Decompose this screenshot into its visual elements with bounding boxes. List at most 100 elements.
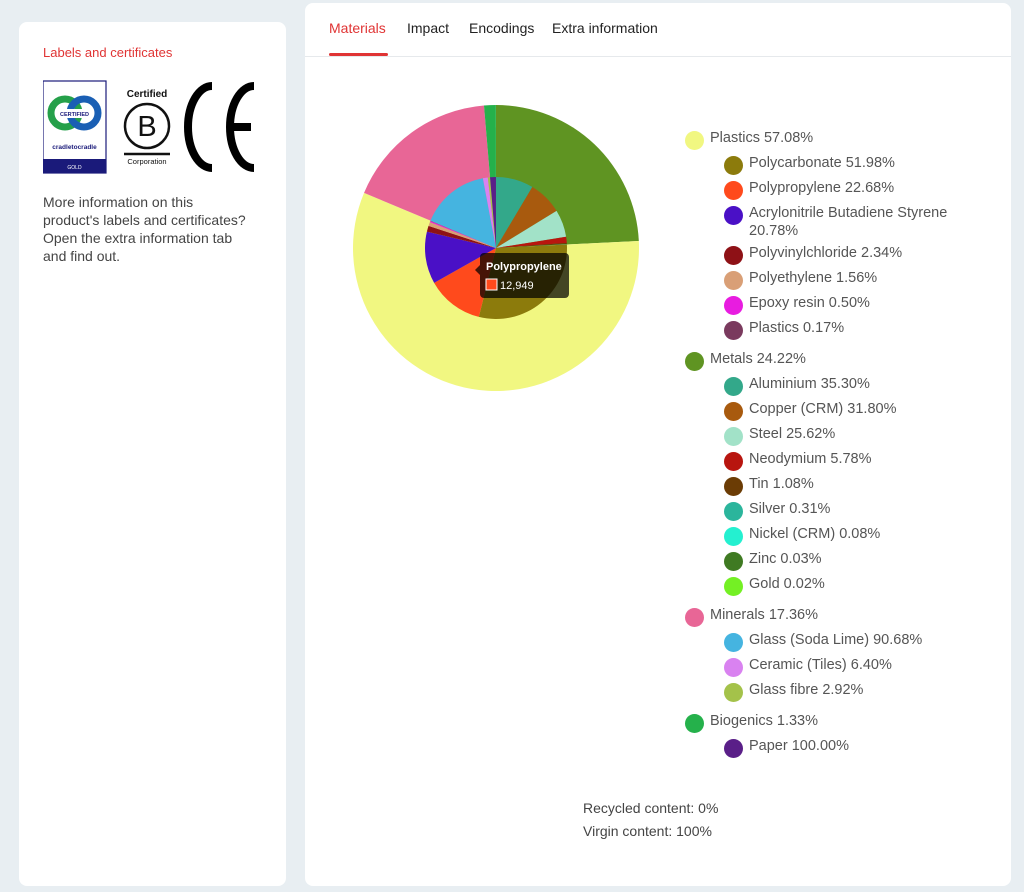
legend-item[interactable]: Silver 0.31% bbox=[724, 500, 995, 521]
chart-tooltip: Polypropylene 12,949 bbox=[475, 253, 569, 298]
virgin-content: Virgin content: 100% bbox=[583, 823, 712, 839]
legend-label: Epoxy resin 0.50% bbox=[749, 295, 870, 311]
legend-color-dot bbox=[724, 427, 743, 446]
legend-item[interactable]: Polyvinylchloride 2.34% bbox=[724, 244, 995, 265]
inner-slice-steel[interactable] bbox=[496, 210, 567, 248]
legend-label: Nickel (CRM) 0.08% bbox=[749, 526, 881, 542]
inner-slice-polyvinylchloride[interactable] bbox=[426, 225, 496, 248]
cradle-certified-text: CERTIFIED bbox=[60, 112, 89, 118]
legend-item[interactable]: Tin 1.08% bbox=[724, 475, 995, 496]
legend-color-dot bbox=[724, 377, 743, 396]
legend-item[interactable]: Plastics 0.17% bbox=[724, 319, 995, 340]
inner-slice-aluminium[interactable] bbox=[496, 177, 533, 248]
legend-item[interactable]: Polycarbonate 51.98% bbox=[724, 154, 995, 175]
legend-item[interactable]: Copper (CRM) 31.80% bbox=[724, 400, 995, 421]
legend-item[interactable]: Steel 25.62% bbox=[724, 425, 995, 446]
legend-item[interactable]: Nickel (CRM) 0.08% bbox=[724, 525, 995, 546]
legend-item[interactable]: Ceramic (Tiles) 6.40% bbox=[724, 656, 995, 677]
legend-color-dot bbox=[724, 658, 743, 677]
legend-item[interactable]: Glass fibre 2.92% bbox=[724, 681, 995, 702]
legend-category[interactable]: Minerals 17.36% bbox=[685, 606, 995, 627]
legend-group-metals: Metals 24.22% Aluminium 35.30% Copper (CRM… bbox=[685, 350, 995, 596]
legend-item[interactable]: Acrylonitrile Butadiene Styrene 20.78% bbox=[724, 204, 995, 240]
legend-label: Zinc 0.03% bbox=[749, 551, 822, 567]
legend-label: Plastics 57.08% bbox=[710, 130, 814, 146]
legend-label: Polyvinylchloride 2.34% bbox=[749, 245, 903, 261]
legend-color-dot bbox=[724, 739, 743, 758]
legend-label: Tin 1.08% bbox=[749, 476, 814, 492]
legend-group-biogenics: Biogenics 1.33% Paper 100.00% bbox=[685, 712, 995, 758]
logos-row: CERTIFIED cradletocradle GOLD Certified … bbox=[43, 80, 255, 174]
inner-slice-nickel-crm[interactable] bbox=[496, 244, 567, 248]
legend-item[interactable]: Glass (Soda Lime) 90.68% bbox=[724, 631, 995, 652]
inner-slice-ceramic-tiles[interactable] bbox=[482, 177, 496, 248]
legend-color-dot bbox=[724, 683, 743, 702]
legend-item[interactable]: Aluminium 35.30% bbox=[724, 375, 995, 396]
inner-slice-zinc[interactable] bbox=[496, 244, 567, 248]
tab-materials[interactable]: Materials bbox=[329, 20, 386, 36]
legend-color-dot bbox=[724, 321, 743, 340]
cradle-level-text: GOLD bbox=[67, 165, 82, 171]
legend-color-dot bbox=[724, 552, 743, 571]
legend-category[interactable]: Metals 24.22% bbox=[685, 350, 995, 371]
legend-color-dot bbox=[724, 246, 743, 265]
legend-color-dot bbox=[724, 477, 743, 496]
labels-info-text: More information on this product's label… bbox=[43, 194, 246, 264]
legend-color-dot bbox=[685, 352, 704, 371]
inner-slice-polyethylene[interactable] bbox=[428, 222, 496, 248]
legend-label: Polyethylene 1.56% bbox=[749, 270, 878, 286]
inner-slice-plastics[interactable] bbox=[430, 220, 496, 248]
legend-group-minerals: Minerals 17.36% Glass (Soda Lime) 90.68% C… bbox=[685, 606, 995, 702]
legend-label: Metals 24.22% bbox=[710, 351, 806, 367]
legend-color-dot bbox=[685, 131, 704, 150]
cradle-name-text: cradletocradle bbox=[52, 144, 97, 151]
legend-color-dot bbox=[724, 527, 743, 546]
legend-item[interactable]: Neodymium 5.78% bbox=[724, 450, 995, 471]
tab-extra-information[interactable]: Extra information bbox=[552, 20, 658, 36]
legend-label: Ceramic (Tiles) 6.40% bbox=[749, 657, 892, 673]
main-panel: Materials Impact Encodings Extra informa… bbox=[305, 3, 1011, 886]
legend-category[interactable]: Plastics 57.08% bbox=[685, 129, 995, 150]
legend-label: Copper (CRM) 31.80% bbox=[749, 401, 897, 417]
inner-slice-copper-crm[interactable] bbox=[496, 187, 557, 248]
legend-item[interactable]: Epoxy resin 0.50% bbox=[724, 294, 995, 315]
tab-encodings[interactable]: Encodings bbox=[469, 20, 535, 36]
recycled-content: Recycled content: 0% bbox=[583, 800, 719, 816]
legend-color-dot bbox=[724, 402, 743, 421]
legend-color-dot bbox=[724, 577, 743, 596]
inner-slice-glass-fibre[interactable] bbox=[487, 177, 496, 248]
legend-label: Plastics 0.17% bbox=[749, 320, 845, 336]
legend-item[interactable]: Polypropylene 22.68% bbox=[724, 179, 995, 200]
tab-bar: Materials Impact Encodings Extra informa… bbox=[305, 3, 1011, 57]
legend-color-dot bbox=[724, 181, 743, 200]
legend-label: Gold 0.02% bbox=[749, 576, 825, 592]
tooltip-value: 12,949 bbox=[500, 280, 534, 292]
legend-item[interactable]: Gold 0.02% bbox=[724, 575, 995, 596]
inner-slice-glass-soda-lime[interactable] bbox=[430, 178, 496, 248]
legend-label: Paper 100.00% bbox=[749, 738, 849, 754]
tab-impact[interactable]: Impact bbox=[407, 20, 450, 36]
inner-slice-neodymium[interactable] bbox=[496, 236, 567, 248]
legend-item[interactable]: Paper 100.00% bbox=[724, 737, 995, 758]
legend-label: Acrylonitrile Butadiene Styrene 20.78% bbox=[749, 205, 948, 239]
legend-color-dot bbox=[724, 633, 743, 652]
materials-sunburst-chart: Polypropylene 12,949 bbox=[353, 105, 639, 391]
cradle-to-cradle-logo: CERTIFIED cradletocradle GOLD bbox=[43, 80, 107, 174]
inner-slice-tin[interactable] bbox=[496, 242, 567, 248]
legend-item[interactable]: Polyethylene 1.56% bbox=[724, 269, 995, 290]
legend-category[interactable]: Biogenics 1.33% bbox=[685, 712, 995, 733]
inner-slice-acrylonitrile-butadiene-styrene[interactable] bbox=[425, 231, 496, 283]
content-info: Recycled content: 0% Virgin content: 100… bbox=[583, 797, 718, 843]
inner-slice-silver[interactable] bbox=[496, 244, 567, 248]
b-corp-logo: Certified B Corporation bbox=[123, 89, 171, 166]
legend-color-dot bbox=[685, 714, 704, 733]
bcorp-corporation-text: Corporation bbox=[127, 157, 166, 166]
tooltip-title: Polypropylene bbox=[486, 261, 562, 273]
chart-legend: Plastics 57.08% Polycarbonate 51.98% Polyp… bbox=[685, 129, 995, 768]
inner-slice-paper[interactable] bbox=[490, 177, 496, 248]
legend-item[interactable]: Zinc 0.03% bbox=[724, 550, 995, 571]
active-tab-indicator bbox=[329, 53, 388, 56]
inner-slice-epoxy-resin[interactable] bbox=[429, 220, 496, 248]
legend-label: Neodymium 5.78% bbox=[749, 451, 872, 467]
bcorp-certified-text: Certified bbox=[127, 89, 168, 100]
